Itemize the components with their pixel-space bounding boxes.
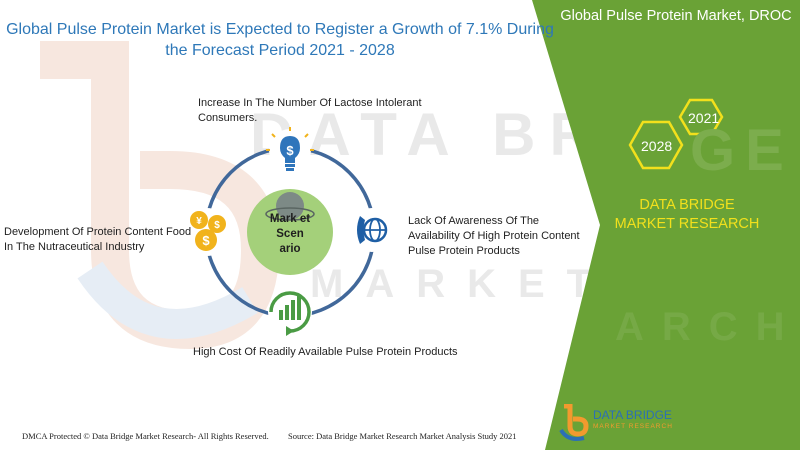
phone-globe-icon bbox=[350, 208, 394, 252]
growth-chart-icon bbox=[268, 290, 312, 336]
svg-text:ARCH: ARCH bbox=[615, 305, 800, 349]
svg-text:¥: ¥ bbox=[196, 216, 202, 227]
center-label: Mark et Scen ario bbox=[269, 213, 311, 255]
svg-text:GE: GE bbox=[690, 118, 794, 183]
driver-left-label: Development Of Protein Content Food In T… bbox=[4, 226, 192, 253]
brand-name: DATA BRIDGE MARKET RESEARCH bbox=[614, 197, 760, 232]
dollar-bulb-icon: $ bbox=[266, 127, 314, 171]
source-footer: Source: Data Bridge Market Research Mark… bbox=[288, 431, 517, 441]
hexagon-2021 bbox=[678, 98, 724, 136]
svg-text:$: $ bbox=[286, 143, 294, 158]
logo-tagline: MARKET RESEARCH bbox=[593, 423, 673, 430]
logo-name: DATA BRIDGE bbox=[593, 408, 672, 422]
year-start-label: 2021 bbox=[688, 110, 720, 126]
panel-title: Global Pulse Protein Market, DROC bbox=[560, 8, 792, 24]
page-title: Global Pulse Protein Market is Expected … bbox=[6, 21, 554, 59]
driver-bottom-label: High Cost Of Readily Available Pulse Pro… bbox=[193, 346, 458, 358]
year-end-label: 2028 bbox=[641, 138, 673, 154]
driver-right-label: Lack Of Awareness Of The Availability Of… bbox=[408, 215, 580, 257]
driver-top-label: Increase In The Number Of Lactose Intole… bbox=[198, 97, 422, 124]
svg-text:$: $ bbox=[202, 233, 210, 248]
data-bridge-logo-icon bbox=[559, 404, 589, 441]
currency-coins-icon: ¥ $ $ bbox=[183, 208, 231, 256]
svg-text:$: $ bbox=[214, 220, 220, 231]
center-node bbox=[247, 189, 333, 275]
hexagon-2028 bbox=[628, 120, 684, 170]
copyright-footer: DMCA Protected © Data Bridge Market Rese… bbox=[22, 431, 269, 441]
